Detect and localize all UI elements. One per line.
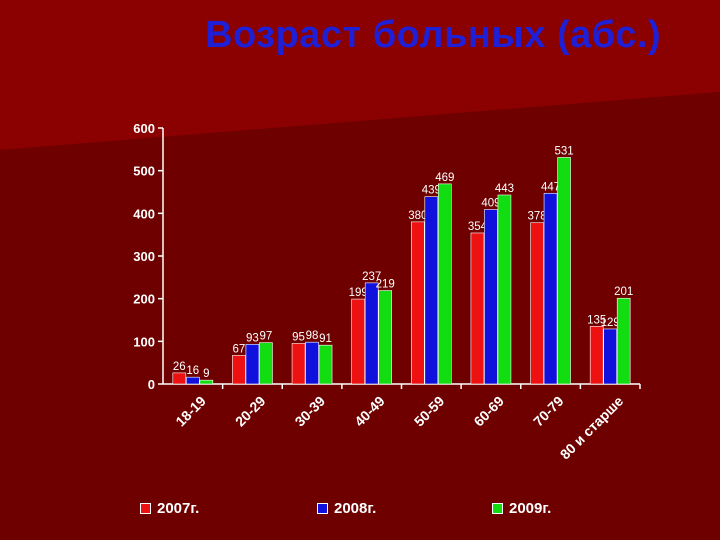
bar [305, 341, 319, 385]
legend-swatch-2008 [317, 502, 328, 514]
bar [530, 222, 544, 385]
bar [318, 344, 333, 385]
y-tick-label: 0 [148, 377, 155, 392]
bar [199, 379, 214, 385]
x-tick-label: 50-59 [411, 393, 448, 430]
y-tick-label: 600 [133, 121, 155, 136]
data-label: 409 [481, 197, 500, 209]
data-label: 439 [422, 185, 441, 197]
bar [232, 355, 246, 385]
legend-label-2008: 2008г. [334, 499, 377, 517]
bar [589, 326, 604, 385]
legend-swatch-2007 [140, 502, 151, 514]
bar [484, 209, 498, 385]
bar [172, 372, 187, 385]
page-title: Возраст больных (абс.) [205, 14, 662, 56]
data-label: 26 [173, 361, 186, 373]
bar [424, 196, 439, 385]
data-label: 531 [554, 145, 573, 157]
bar [557, 157, 571, 385]
legend-swatch-2009 [492, 502, 503, 514]
legend-label-2009: 2009г. [509, 499, 552, 517]
y-tick-label: 300 [133, 249, 155, 264]
bar [543, 192, 558, 385]
data-label: 469 [435, 172, 454, 184]
bar [259, 342, 273, 385]
data-label: 378 [527, 211, 546, 223]
y-tick-label: 400 [133, 206, 155, 221]
data-label: 91 [319, 333, 332, 345]
data-label: 380 [408, 210, 427, 222]
x-tick-label: 18-19 [172, 393, 209, 430]
data-label: 129 [601, 317, 620, 329]
bar [186, 376, 200, 385]
x-tick-label: 60-69 [470, 393, 507, 430]
legend: 2007г. 2008г. 2009г. [140, 497, 700, 519]
data-label: 16 [186, 365, 199, 377]
x-tick-label: 70-79 [530, 393, 567, 430]
data-label: 97 [260, 331, 273, 343]
bar [497, 194, 512, 385]
x-tick-label: 80 и старше [557, 393, 627, 463]
data-label: 199 [349, 287, 368, 299]
x-tick-label: 40-49 [351, 393, 388, 430]
x-tick-label: 20-29 [232, 393, 269, 430]
bar [351, 298, 365, 385]
y-tick-label: 100 [133, 334, 155, 349]
data-label: 95 [292, 331, 305, 343]
bar [364, 282, 379, 385]
x-tick-label: 30-39 [292, 393, 329, 430]
data-label: 98 [306, 330, 319, 342]
data-label: 443 [495, 183, 514, 195]
bar [411, 221, 425, 385]
data-label: 67 [233, 343, 246, 355]
bar [378, 290, 392, 385]
y-tick-label: 200 [133, 292, 155, 307]
data-label: 135 [587, 314, 606, 326]
bar [616, 297, 631, 385]
data-label: 93 [246, 332, 259, 344]
legend-item-2007: 2007г. [140, 497, 199, 519]
data-label: 237 [362, 271, 381, 283]
legend-item-2008: 2008г. [317, 497, 376, 519]
y-tick-label: 500 [133, 164, 155, 179]
legend-label-2007: 2007г. [157, 499, 200, 517]
bar [245, 344, 260, 385]
data-label: 447 [541, 181, 560, 193]
data-label: 354 [468, 221, 488, 233]
bar [603, 328, 617, 385]
data-label: 219 [376, 279, 395, 291]
bar [438, 183, 452, 385]
data-label: 201 [614, 286, 633, 298]
bar [470, 232, 485, 385]
data-label: 9 [203, 368, 209, 380]
bar [291, 343, 306, 385]
legend-item-2009: 2009г. [492, 497, 551, 519]
